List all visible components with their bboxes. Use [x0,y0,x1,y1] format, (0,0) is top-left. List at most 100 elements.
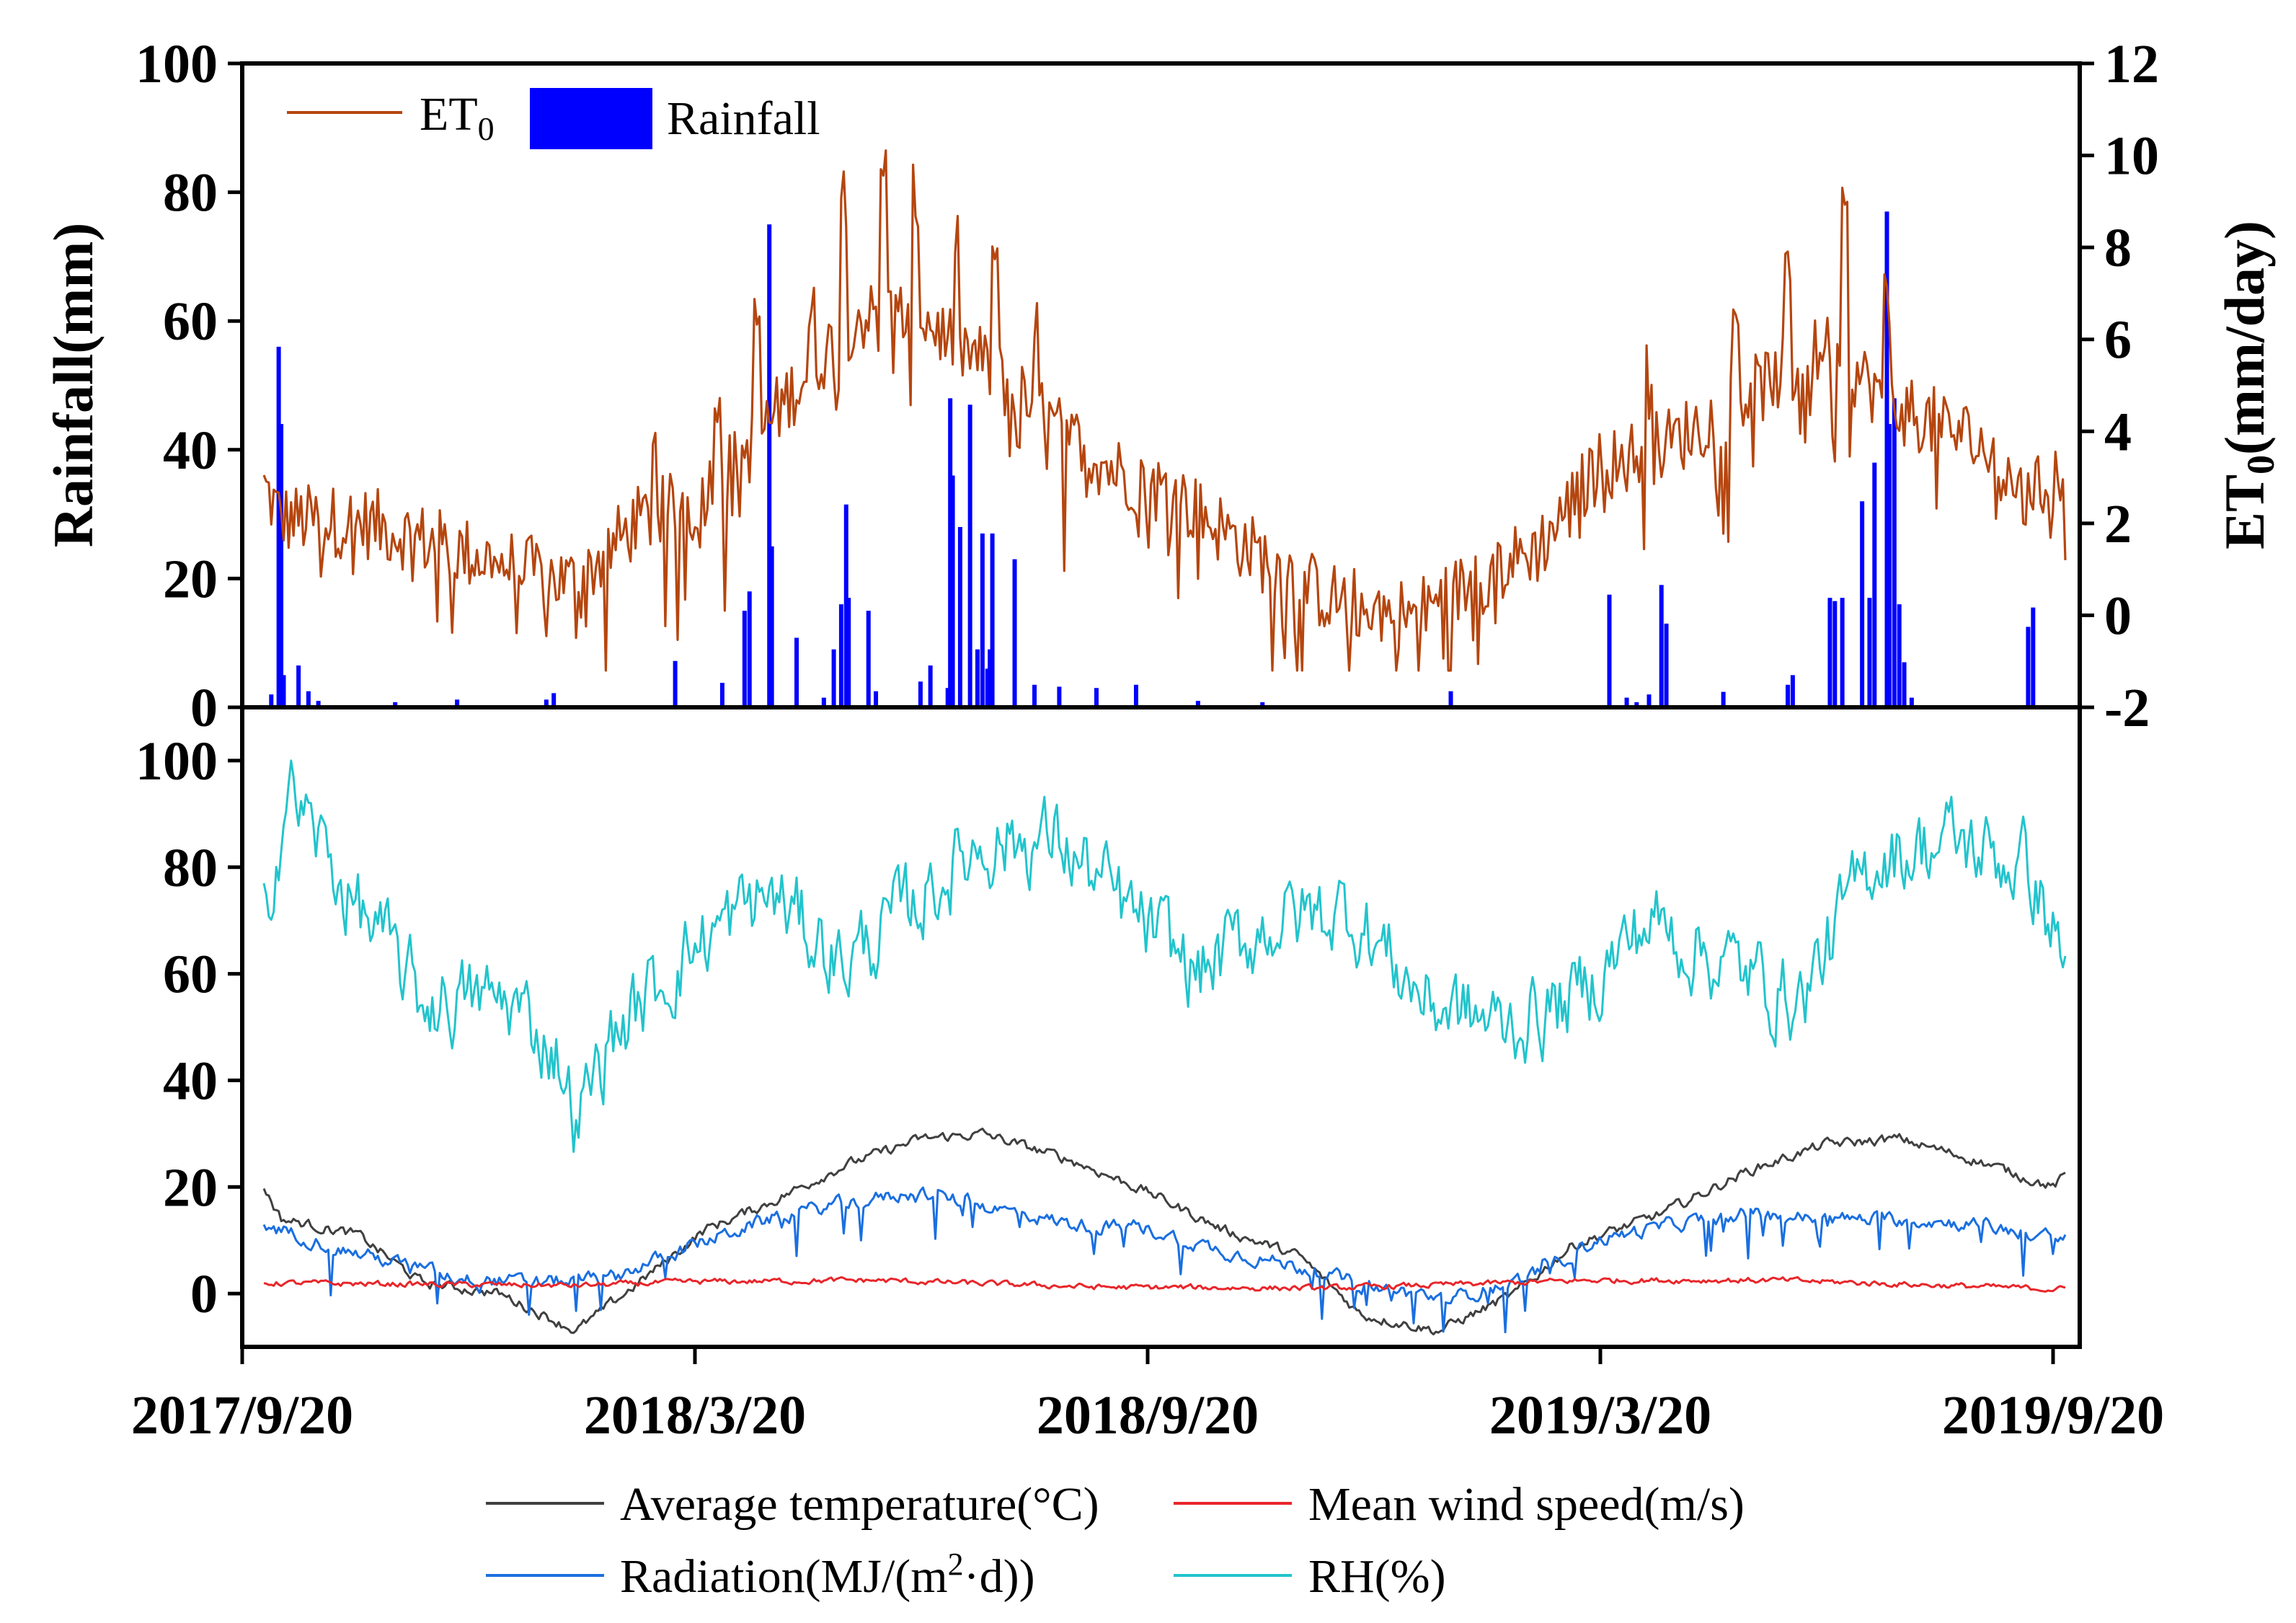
rainfall-bar [306,691,311,707]
rainfall-bar [393,702,398,707]
rainfall-bar [980,533,985,707]
rainfall-bar [1624,697,1629,707]
rainfall-bar [1902,662,1907,707]
rainfall-bar [945,688,950,707]
et0-tick-label: 10 [2104,126,2159,187]
rainfall-bar [769,546,774,707]
rainfall-bar [1012,559,1017,707]
legend-radiation-label: Radiation(MJ/(m2·d)) [620,1547,1035,1603]
rainfall-axis-ticks: 0 20 40 60 80 100 [136,34,242,738]
rainfall-bar [1646,694,1652,707]
rainfall-bar [1195,701,1200,707]
legend-radiation-text: Radiation(MJ/(m [620,1550,948,1603]
legend-rainfall-swatch [530,88,652,149]
et0-tick-label: 8 [2104,218,2132,278]
rainfall-bar [1664,623,1669,707]
et0-tick-label: 0 [2104,585,2132,646]
rainfall-bar [1860,501,1865,707]
legend-radiation-suffix: ·d)) [964,1550,1035,1603]
rainfall-bar [843,504,848,707]
et0-series-line [262,149,2067,672]
et0-tick-label: 12 [2104,34,2159,94]
rainfall-bar [1884,211,1889,707]
legend-rh-label: RH(%) [1308,1550,1446,1603]
rainfall-tick-label: 0 [190,678,218,738]
date-tick-label: 2019/9/20 [1942,1385,2164,1446]
rainfall-bar [1634,702,1639,707]
et0-tick-label: 2 [2104,494,2132,554]
legend-et0-sub: 0 [478,110,495,147]
rainfall-bar [544,699,549,707]
rainfall-bar [950,475,955,707]
rainfall-bar [948,398,953,707]
rainfall-bar [1897,604,1902,707]
temperature-series-line [262,1127,2066,1336]
rainfall-bar [1448,691,1453,707]
wind-series-line [263,1276,2066,1293]
rainfall-bar [1659,585,1664,707]
legend-rainfall-label: Rainfall [667,92,820,145]
rainfall-bar [1790,675,1795,707]
rainfall-bar [1887,424,1892,707]
bottom-axis-ticks: 0 20 40 60 80 100 [136,731,242,1325]
rainfall-tick-label: 60 [163,291,218,352]
rainfall-bar [742,611,747,707]
rainfall-bar [316,701,321,707]
rainfall-bar [1840,598,1845,707]
et0-tick-label: -2 [2104,678,2150,738]
rainfall-bar [874,691,879,707]
date-tick-label: 2018/9/20 [1037,1385,1259,1446]
bottom-tick-label: 100 [136,731,218,792]
rainfall-bar [794,637,799,707]
rainfall-bar [988,649,993,707]
rainfall-bar [673,660,678,707]
bottom-tick-label: 0 [190,1264,218,1325]
rainfall-bar [276,346,281,707]
top-legend: ET0 Rainfall [287,88,820,149]
rainfall-bar [767,224,772,707]
bottom-tick-label: 20 [163,1157,218,1218]
et0-tick-label: 6 [2104,310,2132,371]
date-tick-label: 2017/9/20 [131,1385,353,1446]
legend-et0-label: ET0 [420,88,495,147]
rainfall-bar [1832,601,1838,707]
legend-et0-text: ET [420,88,478,141]
rainfall-bar [1607,594,1612,707]
bottom-tick-label: 60 [163,945,218,1005]
rainfall-tick-label: 100 [136,34,218,94]
rainfall-bar [269,694,274,707]
bottom-tick-label: 80 [163,838,218,898]
et0-axis-ticks: -2 0 2 4 6 8 10 12 [2080,34,2159,738]
et0-axis-title-sub: 0 [2239,455,2282,474]
rainfall-bar [1892,398,1897,707]
rainfall-bar [1827,598,1832,707]
bottom-legend: Average temperature(°C) Mean wind speed(… [486,1478,1745,1603]
top-panel: 0 20 40 60 80 100 -2 0 2 4 6 8 10 12 Rainfall(mm) ET… [42,34,2282,738]
rainfall-bar [846,598,851,707]
legend-temperature-label: Average temperature(°C) [620,1478,1099,1531]
rainfall-bar [1094,688,1099,707]
rainfall-bar [838,604,843,707]
rainfall-bar [1260,702,1265,707]
rainfall-tick-label: 20 [163,549,218,609]
rainfall-bar [866,611,871,707]
rainfall-bar [719,683,724,707]
et0-axis-title-main: ET [2213,474,2276,549]
legend-radiation-sup: 2 [948,1547,964,1582]
et0-axis-title-suffix: (mm/day) [2213,221,2276,455]
bottom-panel: 0 20 40 60 80 100 2017/9/20 2018/3/20 2018/9/20… [131,707,2164,1603]
rainfall-bar [1909,697,1914,707]
rainfall-tick-label: 40 [163,420,218,481]
rainfall-tick-label: 80 [163,163,218,224]
rainfall-bar [957,526,962,707]
rainfall-bar [279,424,284,707]
rainfall-bar [1057,686,1062,707]
rainfall-bars [269,211,2036,707]
rainfall-bar [747,591,752,707]
rainfall-bar [1721,691,1726,707]
rainfall-bar [1786,684,1791,707]
top-plot-frame [240,61,2082,709]
rainfall-bar [455,699,460,707]
et0-axis-title: ET0(mm/day) [2213,221,2282,549]
